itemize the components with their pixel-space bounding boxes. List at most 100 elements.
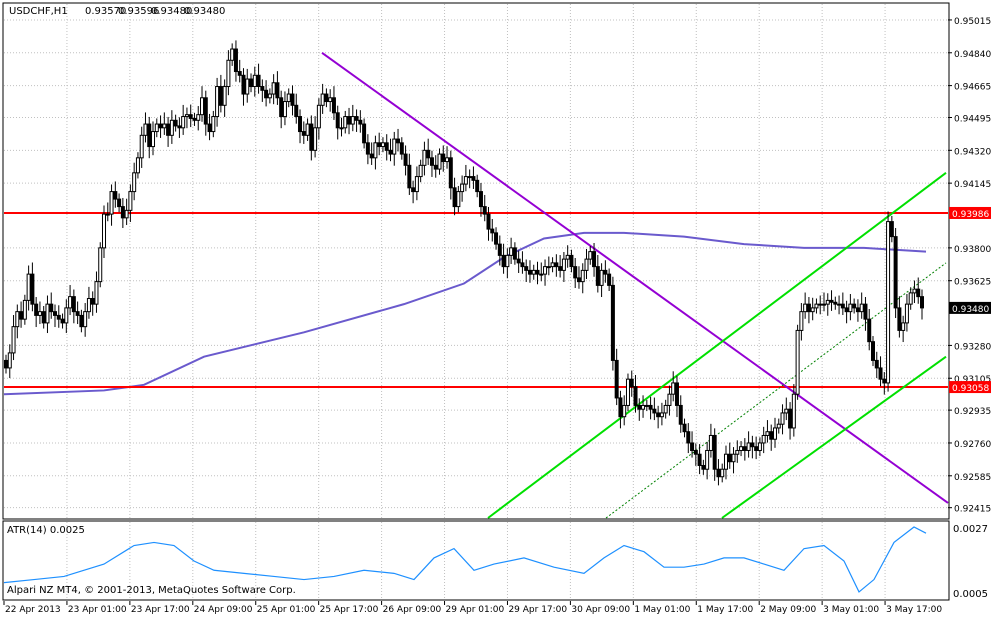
candle-body bbox=[271, 82, 276, 95]
time-tick-label: 29 Apr 17:00 bbox=[508, 605, 567, 615]
ohlc-open: 0.93570 bbox=[85, 6, 126, 17]
candle-body bbox=[203, 97, 208, 125]
candle-body bbox=[192, 117, 197, 121]
candle-body bbox=[697, 453, 702, 466]
candle-body bbox=[501, 254, 506, 268]
candle-body bbox=[4, 359, 8, 369]
candle-body bbox=[837, 303, 842, 306]
candle-body bbox=[641, 404, 646, 410]
candle-body bbox=[739, 446, 744, 451]
candle-body bbox=[629, 378, 634, 388]
candle-body bbox=[403, 153, 408, 166]
candle-body bbox=[705, 449, 710, 470]
candle-body bbox=[249, 78, 254, 88]
candle-body bbox=[656, 412, 661, 418]
candle-body bbox=[260, 86, 265, 91]
candle-body bbox=[467, 176, 472, 179]
candle-body bbox=[482, 206, 487, 215]
candle-body bbox=[64, 307, 69, 324]
trend-line-downtrend bbox=[321, 51, 949, 504]
candle-body bbox=[309, 123, 314, 151]
candle-body bbox=[667, 393, 672, 406]
candle-body bbox=[524, 266, 529, 271]
candle-body bbox=[343, 116, 348, 129]
candle-body bbox=[56, 314, 61, 320]
candle-body bbox=[803, 303, 808, 313]
candle-body bbox=[644, 404, 649, 407]
ohlc-close: 0.93480 bbox=[184, 6, 225, 17]
time-tick-label: 2 May 09:00 bbox=[760, 605, 816, 615]
price-tick-label: 0.94320 bbox=[954, 147, 991, 157]
copyright-text: Alpari NZ MT4, © 2001-2013, MetaQuotes S… bbox=[7, 585, 296, 596]
candle-body bbox=[301, 131, 306, 136]
candle-body bbox=[441, 153, 446, 163]
candle-body bbox=[494, 232, 499, 245]
time-tick-label: 24 Apr 09:00 bbox=[194, 605, 253, 615]
candle-body bbox=[456, 191, 461, 208]
indicator-panel-frame bbox=[2, 520, 950, 601]
candle-body bbox=[90, 298, 95, 305]
candle-body bbox=[512, 247, 517, 260]
candle-body bbox=[252, 74, 257, 88]
candle-body bbox=[79, 314, 84, 328]
candle-body bbox=[11, 326, 16, 354]
candle-body bbox=[124, 209, 129, 219]
candle-body bbox=[105, 213, 110, 216]
price-tick-label: 0.92935 bbox=[954, 407, 991, 417]
candle-body bbox=[162, 123, 167, 129]
candle-body bbox=[573, 266, 578, 279]
candle-body bbox=[437, 153, 442, 170]
candle-body bbox=[592, 251, 597, 268]
time-axis: 22 Apr 2013 23 Apr 01:00 23 Apr 17:00 24 Ap… bbox=[3, 601, 942, 615]
candle-body bbox=[331, 97, 336, 114]
candle-body bbox=[143, 123, 148, 136]
candle-body bbox=[686, 431, 691, 444]
candle-body bbox=[380, 142, 385, 148]
candle-body bbox=[15, 311, 20, 328]
time-tick-label: 25 Apr 17:00 bbox=[320, 605, 379, 615]
candle-body bbox=[41, 311, 46, 324]
candle-body bbox=[693, 449, 698, 455]
candle-body bbox=[34, 303, 39, 316]
candle-body bbox=[313, 127, 318, 151]
candle-body bbox=[339, 127, 344, 130]
candle-body bbox=[184, 114, 189, 118]
candle-body bbox=[411, 187, 416, 193]
candle-body bbox=[821, 303, 826, 306]
candle-body bbox=[799, 311, 804, 331]
candle-body bbox=[53, 311, 58, 316]
candle-body bbox=[716, 468, 721, 478]
candle-body bbox=[757, 442, 762, 451]
candle-body bbox=[316, 104, 321, 129]
candle-body bbox=[863, 303, 868, 320]
main-panel-frame bbox=[2, 2, 950, 520]
candle-body bbox=[690, 442, 695, 451]
candle-body bbox=[294, 104, 299, 118]
candles bbox=[4, 40, 924, 486]
candle-body bbox=[282, 101, 287, 118]
candle-body bbox=[870, 341, 875, 361]
candle-body bbox=[659, 412, 664, 418]
price-tick-label: 0.93280 bbox=[954, 342, 991, 352]
candle-body bbox=[543, 266, 548, 275]
candle-body bbox=[418, 164, 423, 178]
candle-body bbox=[867, 318, 872, 343]
candle-body bbox=[671, 382, 676, 395]
candle-body bbox=[874, 359, 879, 369]
candle-body bbox=[674, 382, 679, 406]
candle-body bbox=[290, 93, 295, 106]
atr-indicator bbox=[3, 526, 927, 593]
candle-body bbox=[154, 123, 159, 133]
grid bbox=[4, 4, 948, 599]
moving-average-line bbox=[3, 231, 927, 396]
candle-body bbox=[893, 236, 898, 309]
candle-body bbox=[120, 206, 125, 219]
candle-body bbox=[625, 378, 630, 406]
level-price-label: 0.93986 bbox=[952, 210, 989, 220]
current-price-tag bbox=[949, 301, 991, 314]
candle-body bbox=[727, 453, 732, 463]
candle-body bbox=[237, 71, 242, 76]
candle-body bbox=[196, 114, 201, 121]
